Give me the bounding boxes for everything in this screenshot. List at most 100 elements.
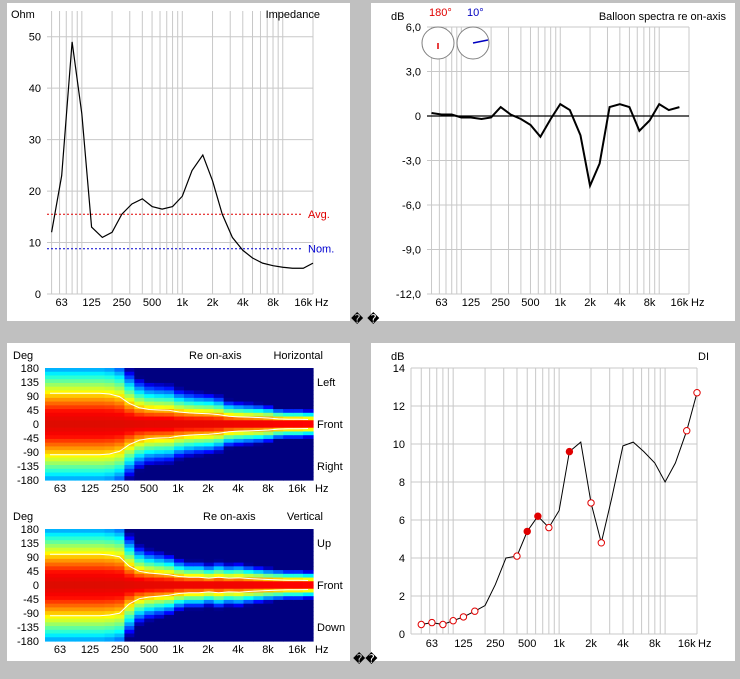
heatmap-cell [183,592,195,597]
heatmap-cell [114,603,126,608]
heatmap-cell [104,453,116,459]
heatmap-cell [293,450,304,455]
heatmap-cell [223,585,235,590]
heatmap-cell [213,551,225,556]
heatmap-cell [233,536,245,541]
heatmap-cell [243,427,255,433]
heatmap-cell [74,581,86,586]
heatmap-cell [263,371,274,377]
heatmap-cell [193,457,205,462]
heatmap-cell [114,581,126,586]
heatmap-cell [134,457,145,462]
heatmap-cell [293,637,304,642]
heatmap-cell [193,476,205,481]
heatmap-cell [293,592,304,597]
heatmap-cell [243,405,255,410]
heatmap-cell [154,465,165,470]
heatmap-cell [223,573,235,579]
heatmap-cell [223,375,235,380]
heatmap-cell [243,453,255,459]
heatmap-cell [74,629,86,635]
heatmap-cell [174,472,185,477]
heatmap-cell [54,472,66,477]
heatmap-cell [243,551,255,556]
heatmap-cell [253,607,264,612]
heatmap-cell [213,420,225,425]
heatmap-cell [104,555,116,560]
heatmap-cell [183,416,195,421]
heatmap-cell [124,382,135,388]
heatmap-cell [223,438,235,444]
heatmap-cell [174,386,185,391]
heatmap-cell [104,401,116,406]
heatmap-cell [74,592,86,597]
heatmap-cell [174,581,185,586]
heatmap-cell [303,424,314,429]
heatmap-cell [144,540,155,545]
heatmap-cell [74,532,86,538]
heatmap-cell [84,453,96,459]
heatmap-cell [193,453,205,459]
heatmap-cell [283,401,294,406]
heatmap-cell [253,465,264,470]
heatmap-cell [45,472,56,477]
heatmap-cell [64,450,76,455]
heatmap-cell [54,581,66,586]
x-tick-label: 16k [288,483,306,495]
heatmap-cell [104,532,116,538]
heatmap-cell [64,547,76,552]
heatmap-cell [144,629,155,635]
heatmap-cell [144,592,155,597]
heatmap-cell [114,607,126,612]
heatmap-cell [74,536,86,541]
heatmap-cell [283,532,294,538]
heatmap-cell [94,416,106,421]
heatmap-cell [154,585,165,590]
heatmap-cell [283,603,294,608]
heatmap-cell [213,555,225,560]
heatmap-cell [183,468,195,474]
heatmap-cell [104,540,116,545]
heatmap-cell [114,416,126,421]
heatmap-cell [183,603,195,608]
heatmap-cell [283,394,294,399]
heatmap-cell [45,390,56,395]
heatmap-cell [74,412,86,418]
heatmap-cell [193,637,205,642]
heatmap-cell [183,581,195,586]
heatmap-cell [174,457,185,462]
heatmap-cell [203,379,215,384]
heatmap-cell [74,607,86,612]
x-tick-label: 250 [486,638,504,650]
heatmap-cell [183,536,195,541]
heatmap-cell [223,570,235,575]
heatmap-cell [183,555,195,560]
heatmap-cell [134,540,145,545]
heatmap-cell [273,551,284,556]
heatmap-cell [154,622,165,627]
heatmap-cell [45,622,56,627]
heatmap-cell [183,637,195,642]
heatmap-cell [164,461,175,466]
heatmap-cell [74,420,86,425]
di-marker [439,620,447,629]
heatmap-cell [233,540,245,545]
heatmap-cell [213,394,225,399]
heatmap-cell [114,382,126,388]
heatmap-cell [283,581,294,586]
heatmap-cell [114,405,126,410]
heatmap-cell [213,547,225,552]
heatmap-cell [273,629,284,635]
heatmap-cell [84,596,96,601]
heatmap-cell [253,412,264,418]
heatmap-cell [54,540,66,545]
heatmap-cell [183,577,195,582]
x-tick-label: 125 [81,483,99,495]
heatmap-cell [154,427,165,433]
heatmap-cell [74,603,86,608]
heatmap-cell [273,529,284,534]
heatmap-cell [104,375,116,380]
heatmap-cell [233,607,245,612]
heatmap-cell [164,637,175,642]
heatmap-cell [54,633,66,638]
